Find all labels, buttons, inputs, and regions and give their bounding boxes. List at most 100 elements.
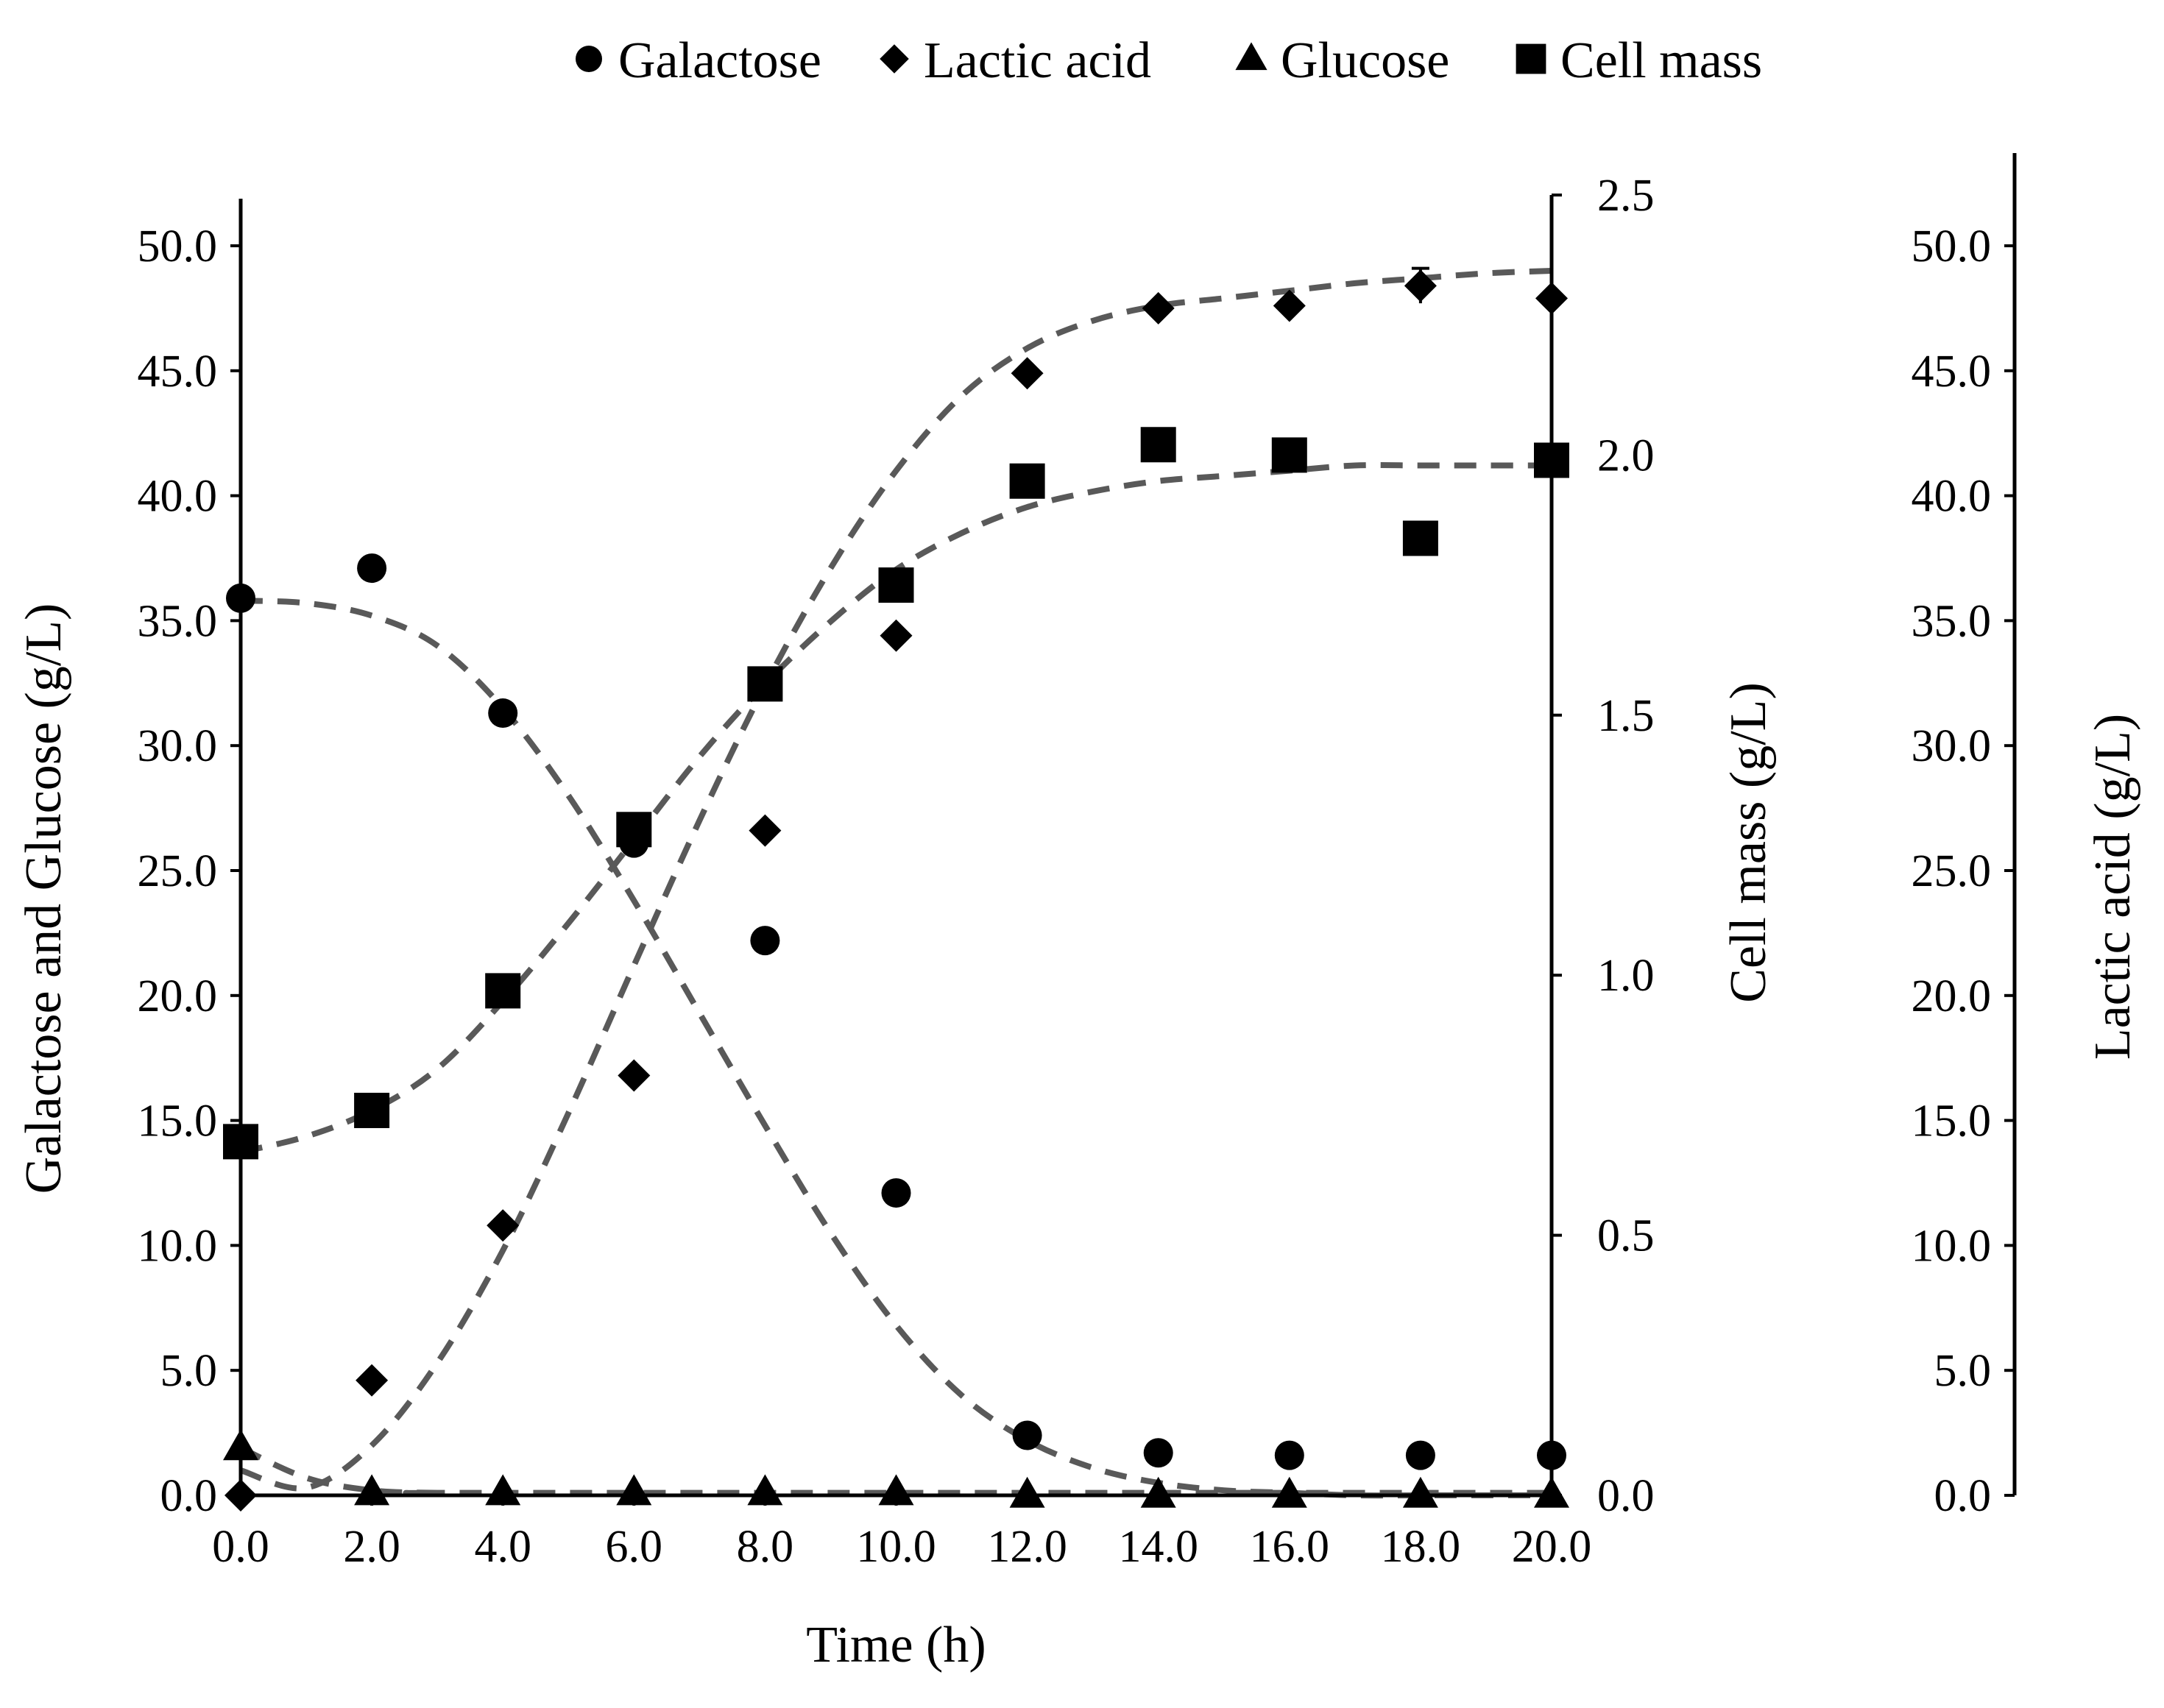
legend-item-lactic-acid: Lactic acid [880, 32, 1151, 89]
cell-mass-point [485, 973, 521, 1009]
mid-y-tick-label: 0.0 [1597, 1471, 1655, 1521]
cell-mass-point [1402, 520, 1438, 556]
galactose-point [226, 583, 255, 613]
mid-y-tick-label: 0.5 [1597, 1211, 1655, 1261]
galactose-point [1537, 1440, 1566, 1470]
left-y-axis-title: Galactose and Glucose (g/L) [15, 603, 72, 1194]
axes: 0.0 2.0 4.0 6.0 8.0 10.0 12.0 14.0 16.0 18.0 20.0 T… [15, 153, 2141, 1673]
glucose-point [223, 1429, 258, 1461]
x-tick-label: 20.0 [1512, 1522, 1592, 1572]
legend-lactic-acid-label: Lactic acid [924, 32, 1151, 89]
legend-galactose-marker [576, 46, 602, 72]
glucose-point [878, 1474, 914, 1506]
mid-y-tick-label: 1.5 [1597, 691, 1655, 741]
galactose-point [1143, 1438, 1173, 1468]
galactose-point [750, 926, 780, 956]
legend: Galactose Lactic acid Glucose Cell mass [576, 32, 1762, 89]
cell-mass-point [878, 567, 914, 603]
glucose-point [1140, 1476, 1176, 1508]
right-y-axis-title: Lactic acid (g/L) [2085, 714, 2141, 1060]
left-y-tick-label: 50.0 [138, 222, 218, 272]
galactose-point [1405, 1440, 1435, 1470]
glucose-point [354, 1474, 390, 1506]
galactose-point [1012, 1420, 1042, 1450]
lactic-acid-point [1404, 269, 1437, 302]
galactose-point [488, 698, 518, 729]
x-tick-label: 18.0 [1381, 1522, 1461, 1572]
x-tick-label: 6.0 [606, 1522, 663, 1572]
left-y-tick-label: 45.0 [138, 347, 218, 397]
right-y-tick-label: 30.0 [1912, 721, 1992, 771]
left-y-tick-label: 10.0 [138, 1221, 218, 1271]
glucose-point [616, 1474, 652, 1506]
mid-y-tick-label: 2.5 [1597, 171, 1655, 221]
left-y-tick-label: 40.0 [138, 472, 218, 522]
galactose-point [1274, 1440, 1304, 1470]
lactic-acid-point [1011, 357, 1044, 390]
galactose-fit-curve [240, 598, 1552, 1499]
lactic-acid-fit-curve [239, 268, 1552, 1492]
cell-mass-fit-curve [240, 462, 1552, 1155]
legend-glucose-label: Glucose [1281, 32, 1449, 89]
galactose-point [357, 553, 387, 584]
lactic-acid-point [1273, 289, 1306, 322]
x-tick-label: 16.0 [1250, 1522, 1330, 1572]
cell-mass-point [1140, 427, 1176, 463]
mid-y-axis-title: Cell mass (g/L) [1720, 682, 1777, 1002]
data-points [223, 266, 1569, 1512]
glucose-point [1009, 1476, 1045, 1508]
legend-galactose-label: Galactose [618, 32, 821, 89]
fit-curves [239, 268, 1552, 1499]
lactic-acid-point [224, 1479, 257, 1512]
x-tick-label: 0.0 [212, 1522, 269, 1572]
cell-mass-point [223, 1124, 258, 1160]
right-y-tick-label: 50.0 [1912, 222, 1992, 272]
right-y-tick-label: 25.0 [1912, 846, 1992, 896]
glucose-point [1402, 1476, 1438, 1508]
mid-y-tick-label: 2.0 [1597, 430, 1655, 481]
x-tick-label: 8.0 [737, 1522, 794, 1572]
lactic-acid-point [487, 1209, 520, 1242]
left-y-tick-label: 25.0 [138, 846, 218, 896]
cell-mass-point [1534, 442, 1569, 478]
right-y-tick-label: 40.0 [1912, 472, 1992, 522]
lactic-acid-point [1535, 282, 1568, 315]
galactose-point [619, 828, 649, 858]
legend-item-glucose: Glucose [1235, 32, 1449, 89]
x-tick-label: 10.0 [856, 1522, 936, 1572]
lactic-acid-point [1142, 291, 1175, 325]
legend-cell-mass-marker [1516, 43, 1546, 74]
left-y-tick-label: 15.0 [138, 1096, 218, 1147]
right-y-tick-label: 20.0 [1912, 971, 1992, 1021]
lactic-acid-point [356, 1364, 389, 1397]
right-y-tick-label: 10.0 [1912, 1221, 1992, 1271]
galactose-point [881, 1178, 911, 1208]
glucose-fit-curve [239, 1445, 1552, 1496]
x-tick-label: 14.0 [1118, 1522, 1198, 1572]
lactic-acid-point [880, 619, 913, 652]
legend-lactic-acid-marker [880, 44, 909, 74]
mid-y-tick-label: 1.0 [1597, 951, 1655, 1001]
lactic-acid-point [749, 814, 782, 847]
left-y-tick-label: 0.0 [160, 1471, 218, 1521]
legend-item-cell-mass: Cell mass [1516, 32, 1762, 89]
cell-mass-point [1271, 437, 1307, 473]
glucose-point [485, 1474, 521, 1506]
right-y-tick-label: 45.0 [1912, 347, 1992, 397]
left-y-tick-label: 20.0 [138, 971, 218, 1021]
legend-glucose-marker [1235, 42, 1267, 71]
cell-mass-point [747, 666, 783, 702]
left-y-tick-label: 30.0 [138, 721, 218, 771]
cell-mass-point [354, 1092, 390, 1128]
right-y-tick-label: 0.0 [1934, 1471, 1992, 1521]
x-tick-label: 2.0 [343, 1522, 400, 1572]
lactic-acid-point [618, 1059, 651, 1092]
right-y-tick-label: 5.0 [1934, 1346, 1992, 1396]
glucose-point [1534, 1476, 1569, 1508]
legend-item-galactose: Galactose [576, 32, 821, 89]
left-y-tick-label: 5.0 [160, 1346, 218, 1396]
glucose-point [747, 1474, 783, 1506]
x-tick-label: 12.0 [987, 1522, 1067, 1572]
